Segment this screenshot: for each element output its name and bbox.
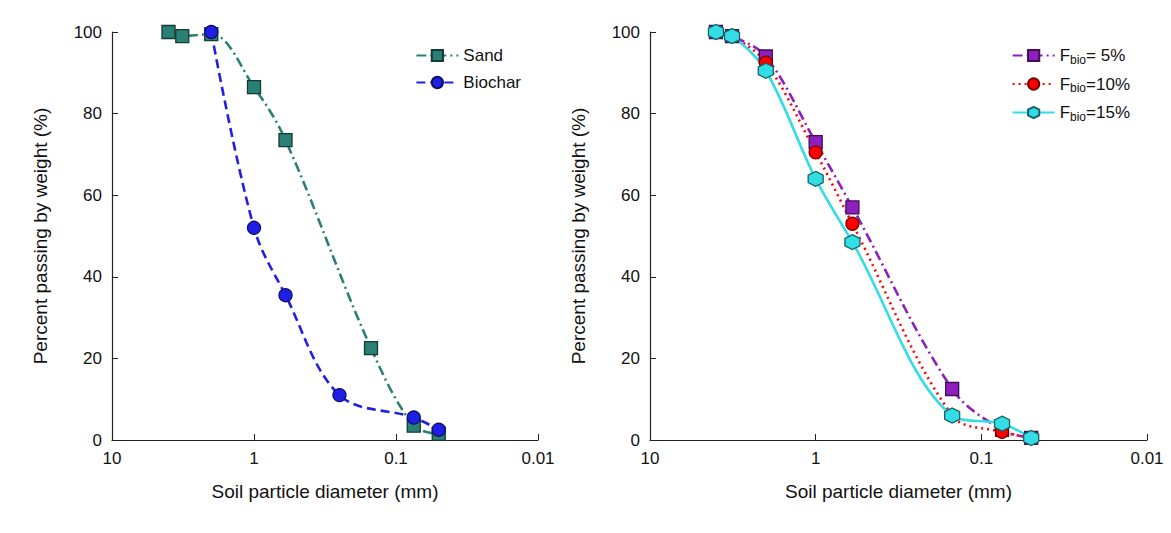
svg-text:1: 1 (811, 449, 820, 468)
svg-text:Percent passing by weight (%): Percent passing by weight (%) (30, 108, 51, 365)
svg-text:10: 10 (641, 449, 660, 468)
svg-text:100: 100 (74, 23, 102, 42)
svg-text:Percent passing by weight (%): Percent passing by weight (%) (568, 108, 589, 365)
svg-text:0.01: 0.01 (1130, 449, 1163, 468)
svg-text:0.1: 0.1 (384, 449, 408, 468)
svg-text:1: 1 (249, 449, 258, 468)
svg-text:F: F (1060, 103, 1070, 122)
svg-text:0: 0 (93, 431, 102, 450)
svg-text:F: F (1060, 75, 1070, 94)
svg-text:0.01: 0.01 (521, 449, 554, 468)
svg-text:20: 20 (83, 349, 102, 368)
svg-text:60: 60 (621, 186, 640, 205)
svg-text:0: 0 (631, 431, 640, 450)
svg-text:bio: bio (1070, 53, 1086, 67)
svg-text:40: 40 (83, 267, 102, 286)
svg-text:=15%: =15% (1086, 103, 1130, 122)
svg-text:= 5%: = 5% (1086, 46, 1125, 65)
svg-text:Soil particle diameter (mm): Soil particle diameter (mm) (212, 481, 439, 502)
svg-text:Sand: Sand (463, 46, 503, 65)
svg-text:100: 100 (612, 23, 640, 42)
svg-text:80: 80 (83, 104, 102, 123)
svg-text:Soil particle diameter (mm): Soil particle diameter (mm) (785, 481, 1012, 502)
svg-text:80: 80 (621, 104, 640, 123)
svg-text:20: 20 (621, 349, 640, 368)
svg-text:10: 10 (103, 449, 122, 468)
svg-text:Biochar: Biochar (463, 73, 521, 92)
svg-text:0.1: 0.1 (970, 449, 994, 468)
svg-text:=10%: =10% (1086, 75, 1130, 94)
svg-text:bio: bio (1070, 110, 1086, 124)
svg-text:F: F (1060, 46, 1070, 65)
svg-text:bio: bio (1070, 81, 1086, 95)
svg-text:40: 40 (621, 267, 640, 286)
svg-text:60: 60 (83, 186, 102, 205)
